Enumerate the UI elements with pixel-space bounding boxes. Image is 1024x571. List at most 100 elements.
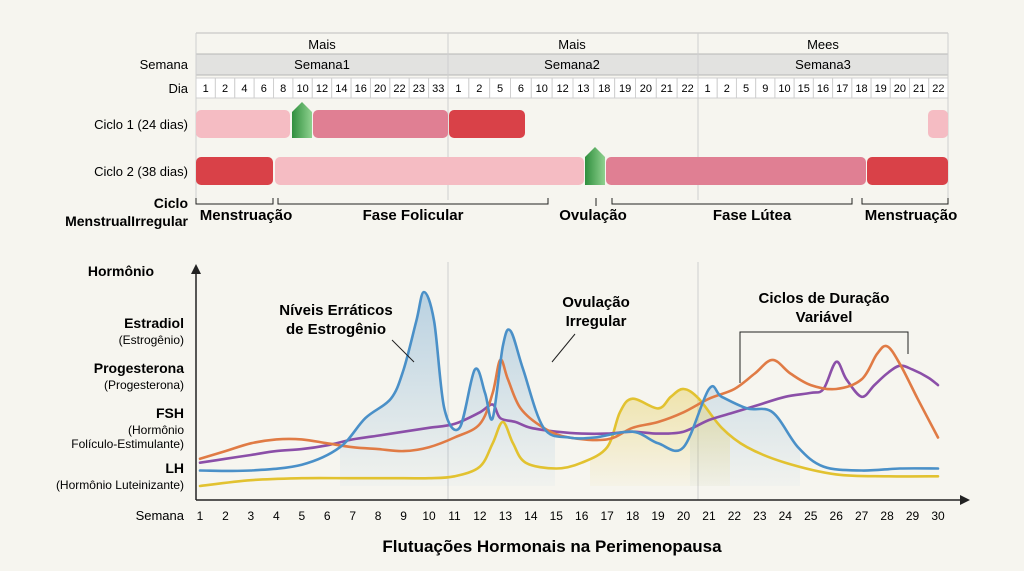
annotation-erratic-1: Níveis Erráticos	[279, 302, 392, 319]
series-line-progesterona	[198, 344, 940, 461]
group-label-2: Mais	[558, 37, 586, 52]
day-label: 6	[518, 83, 524, 95]
x-tick-label: 25	[804, 509, 818, 523]
day-label: 1	[203, 83, 209, 95]
annotation-cycles-1: Ciclos de Duração	[759, 290, 890, 307]
annotation-ovulation-pointer	[551, 333, 576, 363]
day-label: 12	[316, 83, 328, 95]
x-tick-label: 10	[422, 509, 436, 523]
x-ticks: 1 2 3 4 5 6 7 8 9 10 11 12 13 14 15 16 17 18 19 20 21 22 23 24 2…	[197, 509, 945, 523]
x-tick-label: 26	[830, 509, 844, 523]
x-tick-label: 7	[349, 509, 356, 523]
x-tick-label: 13	[499, 509, 513, 523]
x-tick-label: 23	[753, 509, 767, 523]
annotation-erratic-pointer	[391, 339, 415, 363]
week-row-label: Semana	[140, 57, 189, 72]
day-label: 2	[222, 83, 228, 95]
y-label-progesterona-name: Progesterona	[94, 360, 184, 376]
day-label: 22	[681, 83, 693, 95]
week-label-3: Semana3	[795, 57, 851, 72]
cycle2-segment-menstruation	[196, 157, 273, 185]
day-label: 20	[640, 83, 652, 95]
x-tick-label: 16	[575, 509, 589, 523]
y-label-lh-name: LH	[165, 460, 184, 476]
x-tick-label: 22	[728, 509, 742, 523]
day-label: 17	[836, 83, 848, 95]
x-tick-label: 5	[298, 509, 305, 523]
cycle-timeline: Mais Mais Mees Semana Semana1 Semana2 Se…	[65, 32, 958, 229]
x-tick-label: 18	[626, 509, 640, 523]
x-axis-arrow	[960, 495, 970, 505]
day-label: 8	[280, 83, 286, 95]
phase-ovulation: Ovulação	[559, 207, 627, 224]
day-label: 9	[762, 83, 768, 95]
day-label: 18	[598, 83, 610, 95]
y-label-fsh-sub-1: (Hormônio	[128, 423, 184, 437]
day-label: 21	[913, 83, 925, 95]
day-label: 5	[743, 83, 749, 95]
day-label: 6	[261, 83, 267, 95]
day-label: 20	[374, 83, 386, 95]
x-tick-label: 4	[273, 509, 280, 523]
y-label-lh: LH (Hormônio Luteinizante)	[56, 460, 184, 492]
day-label: 22	[393, 83, 405, 95]
cycle2-segment-menstruation-2	[867, 157, 948, 185]
phase-luteal: Fase Lútea	[713, 207, 792, 224]
day-label: 33	[432, 83, 444, 95]
day-label: 5	[497, 83, 503, 95]
x-tick-label: 6	[324, 509, 331, 523]
x-tick-label: 15	[550, 509, 564, 523]
x-tick-label: 3	[248, 509, 255, 523]
cycle1-segment-luteal	[313, 110, 448, 138]
phase-menstruation-2: Menstruação	[865, 207, 958, 224]
phase-follicular: Fase Folicular	[363, 207, 464, 224]
day-label: 1	[705, 83, 711, 95]
chart-title: Flutuações Hormonais na Perimenopausa	[382, 537, 722, 556]
x-tick-label: 27	[855, 509, 869, 523]
cycle1-segment-next	[928, 110, 948, 138]
x-tick-label: 28	[880, 509, 894, 523]
day-label: 16	[355, 83, 367, 95]
y-axis-arrow	[191, 264, 201, 274]
x-tick-label: 29	[906, 509, 920, 523]
group-label-1: Mais	[308, 37, 336, 52]
hormone-chart: Hormônio Semana Estradiol (Estrogênio) P…	[56, 262, 970, 556]
x-tick-label: 30	[931, 509, 945, 523]
day-cells: 1 2 4 6 8 10 12 14 16 20 22 23 33 1 2 5 6 10 12 13 18 19 20 21 2…	[195, 77, 949, 99]
y-label-fsh-name: FSH	[156, 405, 184, 421]
series-line-lh	[198, 387, 940, 488]
y-label-fsh-sub-2: Folículo-Estimulante)	[71, 437, 184, 451]
y-label-estradiol-sub: (Estrogênio)	[119, 333, 184, 347]
x-tick-label: 12	[473, 509, 487, 523]
y-label-fsh: FSH (Hormônio Folículo-Estimulante)	[71, 405, 184, 451]
day-label: 4	[241, 83, 247, 95]
x-tick-label: 11	[448, 509, 461, 523]
irregular-label-line2: MenstrualIrregular	[65, 213, 188, 229]
week-label-1: Semana1	[294, 57, 350, 72]
day-label: 2	[476, 83, 482, 95]
day-label: 18	[855, 83, 867, 95]
cycle1-segment-follicular	[196, 110, 290, 138]
cycle-2-label: Ciclo 2 (38 dias)	[94, 164, 188, 179]
phase-menstruation-1: Menstruação	[200, 207, 293, 224]
x-tick-label: 1	[197, 509, 204, 523]
day-label: 12	[556, 83, 568, 95]
day-label: 1	[455, 83, 461, 95]
x-tick-label: 24	[779, 509, 793, 523]
cycle2-segment-luteal	[606, 157, 866, 185]
y-label-progesterona: Progesterona (Progesterona)	[94, 360, 184, 392]
day-label: 10	[536, 83, 548, 95]
annotation-cycles-bracket	[739, 331, 909, 383]
x-tick-label: 2	[222, 509, 229, 523]
annotation-ovulation-1: Ovulação	[562, 294, 630, 311]
y-axis-title: Hormônio	[88, 263, 154, 279]
group-label-3: Mees	[807, 37, 839, 52]
x-axis-title: Semana	[136, 508, 185, 523]
day-label: 16	[817, 83, 829, 95]
lh-fill	[590, 388, 730, 486]
day-label: 14	[335, 83, 347, 95]
series-line-estradiol	[198, 290, 940, 473]
cycle2-segment-follicular	[275, 157, 584, 185]
day-label: 20	[894, 83, 906, 95]
